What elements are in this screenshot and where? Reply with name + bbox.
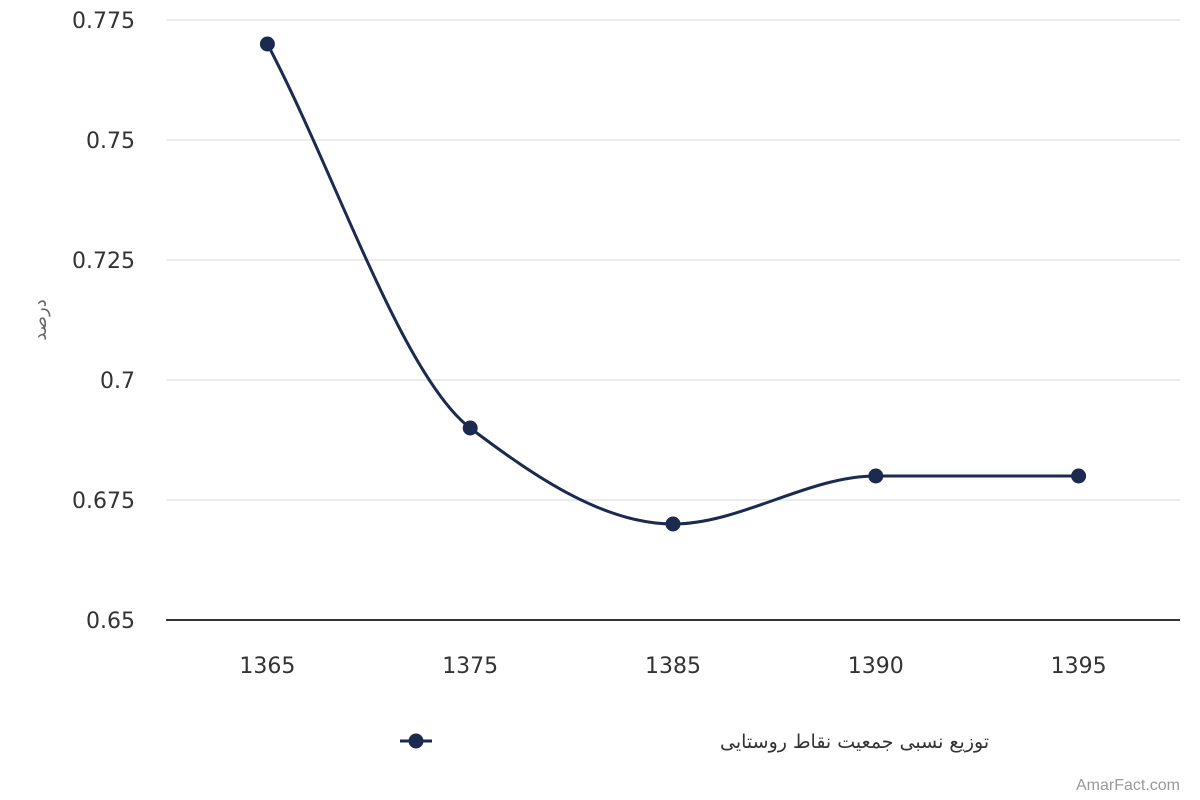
x-tick-label: 1375 <box>442 654 498 679</box>
gridlines <box>166 19 1180 501</box>
y-tick-label: 0.725 <box>72 249 135 274</box>
x-tick-label: 1390 <box>848 654 904 679</box>
y-tick-label: 0.75 <box>86 129 135 154</box>
legend-series-label: توزیع نسبی جمعیت نقاط روستایی <box>720 731 989 753</box>
data-point[interactable] <box>462 420 478 436</box>
series-line <box>266 43 1079 526</box>
y-tick-label: 0.775 <box>72 9 135 34</box>
data-point[interactable] <box>259 36 275 52</box>
y-axis-title: درصد <box>30 299 51 340</box>
y-tick-label: 0.7 <box>100 369 135 394</box>
x-axis-ticks: 1365 1375 1385 1390 1395 <box>239 654 1106 679</box>
data-point[interactable] <box>1071 468 1087 484</box>
y-axis-ticks: 0.65 0.675 0.7 0.725 0.75 0.775 <box>72 9 135 634</box>
legend[interactable]: توزیع نسبی جمعیت نقاط روستایی <box>400 731 989 753</box>
series-layer <box>259 36 1087 532</box>
y-tick-label: 0.675 <box>72 489 135 514</box>
x-tick-label: 1385 <box>645 654 701 679</box>
credit-text[interactable]: AmarFact.com <box>1076 777 1180 794</box>
data-point[interactable] <box>665 516 681 532</box>
x-tick-label: 1365 <box>239 654 295 679</box>
y-tick-label: 0.65 <box>86 609 135 634</box>
legend-series-marker-icon <box>408 733 424 749</box>
x-tick-label: 1395 <box>1051 654 1107 679</box>
data-point[interactable] <box>868 468 884 484</box>
